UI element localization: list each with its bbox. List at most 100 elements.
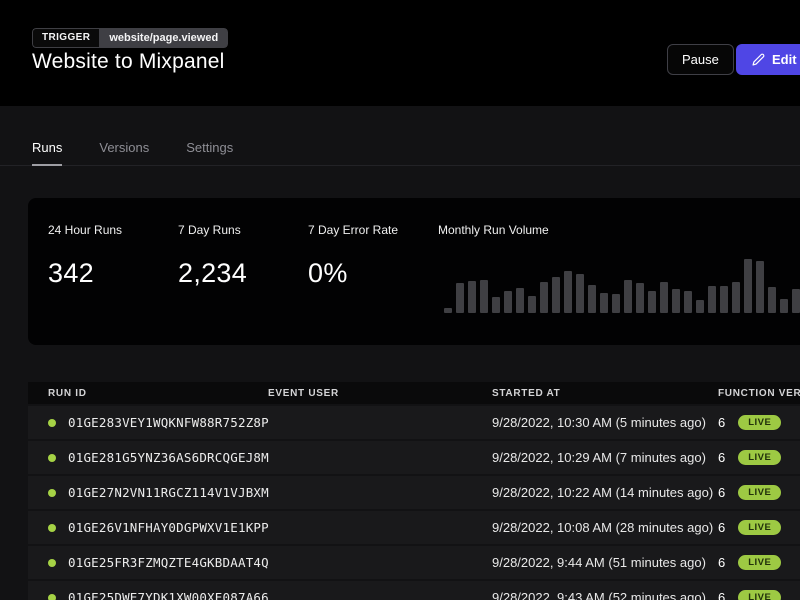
- run-id: 01GE281G5YNZ36AS6DRCQGEJ8M: [68, 450, 269, 465]
- table-row[interactable]: 01GE283VEY1WQKNFW88R752Z8P 9/28/2022, 10…: [28, 406, 800, 439]
- table-row[interactable]: 01GE281G5YNZ36AS6DRCQGEJ8M 9/28/2022, 10…: [28, 441, 800, 474]
- version-number: 6: [718, 590, 726, 600]
- live-status-badge: LIVE: [738, 519, 782, 536]
- started-at-cell: 9/28/2022, 10:29 AM (7 minutes ago): [492, 450, 706, 465]
- run-id: 01GE25DWE7YDK1XW00XE087A66: [68, 590, 269, 600]
- status-dot-icon: [48, 488, 56, 497]
- started-at-cell: 9/28/2022, 9:43 AM (52 minutes ago): [492, 590, 706, 600]
- live-status-badge: LIVE: [738, 589, 782, 600]
- version-number: 6: [718, 450, 726, 465]
- function-version-cell: 6 LIVE: [718, 484, 800, 501]
- volume-bar: [720, 286, 728, 313]
- status-dot-icon: [48, 523, 56, 532]
- stat-value: 2,234: [178, 258, 248, 288]
- page-title: Website to Mixpanel: [32, 50, 225, 73]
- run-id: 01GE25FR3FZMQZTE4GKBDAAT4Q: [68, 555, 269, 570]
- started-at-cell: 9/28/2022, 10:08 AM (28 minutes ago): [492, 520, 714, 535]
- started-at-cell: 9/28/2022, 9:44 AM (51 minutes ago): [492, 555, 706, 570]
- run-id-cell: 01GE25DWE7YDK1XW00XE087A66: [48, 590, 269, 600]
- tab-versions[interactable]: Versions: [99, 140, 150, 155]
- run-id: 01GE27N2VN11RGCZ114V1VJBXM: [68, 485, 269, 500]
- volume-bar: [516, 288, 524, 313]
- volume-bar: [456, 283, 464, 313]
- tab-bar: Runs Versions Settings: [0, 140, 800, 166]
- run-id-cell: 01GE26V1NFHAY0DGPWXV1E1KPP: [48, 520, 269, 535]
- table-header-row: RUN ID EVENT USER STARTED AT FUNCTION VE…: [28, 382, 800, 404]
- volume-bar: [696, 299, 704, 313]
- stat-7-day-error-rate: 7 Day Error Rate 0%: [308, 223, 438, 313]
- volume-bar: [648, 290, 656, 313]
- table-row[interactable]: 01GE25FR3FZMQZTE4GKBDAAT4Q 9/28/2022, 9:…: [28, 546, 800, 579]
- volume-bar: [780, 298, 788, 313]
- function-version-cell: 6 LIVE: [718, 449, 800, 466]
- live-status-badge: LIVE: [738, 449, 782, 466]
- version-number: 6: [718, 415, 726, 430]
- volume-bar: [708, 286, 716, 313]
- column-header-started-at: STARTED AT: [492, 387, 561, 399]
- volume-bar: [744, 259, 752, 313]
- volume-bar: [672, 289, 680, 313]
- volume-bar: [792, 288, 800, 313]
- volume-bar: [540, 281, 548, 313]
- pencil-icon: [752, 53, 765, 66]
- bar-chart: [438, 255, 800, 313]
- tab-runs[interactable]: Runs: [32, 140, 63, 166]
- stat-label: 24 Hour Runs: [48, 223, 123, 237]
- version-number: 6: [718, 520, 726, 535]
- table-row[interactable]: 01GE26V1NFHAY0DGPWXV1E1KPP 9/28/2022, 10…: [28, 511, 800, 544]
- trigger-event-name: website/page.viewed: [99, 28, 229, 48]
- function-version-cell: 6 LIVE: [718, 554, 800, 571]
- volume-bar: [552, 277, 560, 313]
- volume-bar: [636, 283, 644, 313]
- version-number: 6: [718, 485, 726, 500]
- live-status-badge: LIVE: [738, 484, 782, 501]
- pause-button[interactable]: Pause: [667, 44, 734, 75]
- trigger-badge: TRIGGER website/page.viewed: [32, 28, 229, 48]
- monthly-run-volume-chart: Monthly Run Volume: [438, 223, 800, 313]
- volume-bar: [528, 296, 536, 313]
- volume-bar: [612, 294, 620, 313]
- trigger-badge-label: TRIGGER: [32, 28, 100, 48]
- volume-bar: [576, 274, 584, 313]
- volume-bar: [600, 293, 608, 313]
- volume-bar: [660, 282, 668, 313]
- edit-function-button[interactable]: Edit function: [736, 44, 800, 75]
- volume-bar: [624, 279, 632, 313]
- column-header-function-version: FUNCTION VERSION: [718, 387, 800, 399]
- run-id-cell: 01GE27N2VN11RGCZ114V1VJBXM: [48, 485, 269, 500]
- stat-value: 0%: [308, 258, 348, 288]
- volume-bar: [732, 281, 740, 313]
- stat-value: 342: [48, 258, 94, 288]
- run-id-cell: 01GE281G5YNZ36AS6DRCQGEJ8M: [48, 450, 269, 465]
- status-dot-icon: [48, 558, 56, 567]
- status-dot-icon: [48, 418, 56, 427]
- status-dot-icon: [48, 593, 56, 600]
- table-row[interactable]: 01GE27N2VN11RGCZ114V1VJBXM 9/28/2022, 10…: [28, 476, 800, 509]
- stats-card: 24 Hour Runs 342 7 Day Runs 2,234 7 Day …: [28, 198, 800, 345]
- edit-function-label: Edit function: [772, 52, 800, 67]
- run-id-cell: 01GE283VEY1WQKNFW88R752Z8P: [48, 415, 269, 430]
- stat-label: 7 Day Error Rate: [308, 223, 399, 237]
- live-status-badge: LIVE: [738, 414, 782, 431]
- run-id-cell: 01GE25FR3FZMQZTE4GKBDAAT4Q: [48, 555, 269, 570]
- function-version-cell: 6 LIVE: [718, 414, 800, 431]
- volume-bar: [504, 290, 512, 313]
- stat-7-day-runs: 7 Day Runs 2,234: [178, 223, 308, 313]
- function-version-cell: 6 LIVE: [718, 589, 800, 600]
- stat-label: 7 Day Runs: [178, 223, 241, 237]
- started-at-cell: 9/28/2022, 10:30 AM (5 minutes ago): [492, 415, 706, 430]
- volume-bar: [468, 280, 476, 313]
- tab-settings[interactable]: Settings: [186, 140, 234, 155]
- volume-bar: [684, 290, 692, 313]
- run-id: 01GE26V1NFHAY0DGPWXV1E1KPP: [68, 520, 269, 535]
- table-body: 01GE283VEY1WQKNFW88R752Z8P 9/28/2022, 10…: [28, 406, 800, 600]
- stat-24-hour-runs: 24 Hour Runs 342: [48, 223, 178, 313]
- volume-bar: [564, 270, 572, 313]
- runs-table: RUN ID EVENT USER STARTED AT FUNCTION VE…: [28, 382, 800, 600]
- page-header: TRIGGER website/page.viewed Website to M…: [0, 0, 800, 106]
- function-version-cell: 6 LIVE: [718, 519, 800, 536]
- table-row[interactable]: 01GE25DWE7YDK1XW00XE087A66 9/28/2022, 9:…: [28, 581, 800, 600]
- chart-title: Monthly Run Volume: [438, 223, 549, 237]
- live-status-badge: LIVE: [738, 554, 782, 571]
- volume-bar: [480, 279, 488, 313]
